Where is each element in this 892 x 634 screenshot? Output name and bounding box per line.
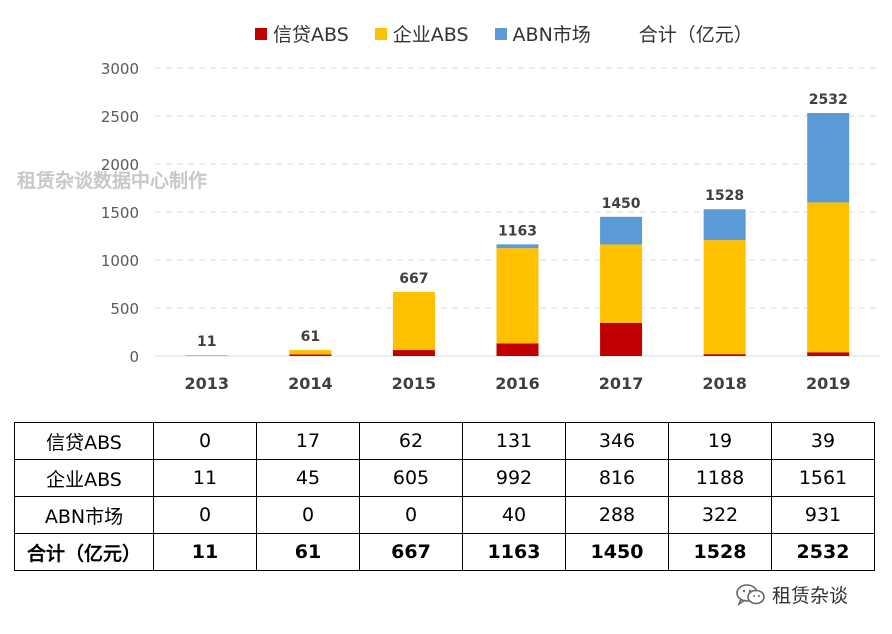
table-cell: 61 [256, 533, 360, 571]
bar-segment-credit-abs [600, 322, 643, 356]
table-cell: 1528 [668, 533, 772, 571]
bar-segment-corporate-abs [392, 291, 435, 351]
total-data-label: 11 [197, 334, 216, 350]
table-cell: 11 [153, 533, 257, 571]
table-row-header: 企业ABS [14, 459, 154, 497]
table-cell: 1188 [668, 459, 772, 497]
table-cell: 605 [359, 459, 463, 497]
table-cell: 288 [565, 496, 669, 534]
y-tick-label: 500 [110, 300, 139, 318]
table-cell: 667 [359, 533, 463, 571]
table-cell: 322 [668, 496, 772, 534]
table-row: 企业ABS 11 45 605 992 816 1188 1561 [14, 459, 875, 497]
y-tick-label: 2000 [101, 156, 139, 174]
chart-legend: 信贷ABS 企业ABS ABN市场 合计（亿元） [255, 20, 753, 47]
table-cell: 0 [359, 496, 463, 534]
legend-swatch-abn [494, 27, 507, 40]
stacked-bar-chart: 0 500 1000 1500 2000 2500 3000 11 2013 61 2014 667 2… [101, 60, 880, 393]
bar-segment-abn [600, 216, 643, 245]
bar-segment-credit-abs [496, 343, 539, 356]
bar-segment-corporate-abs [496, 248, 539, 344]
bar-segment-corporate-abs [289, 350, 332, 355]
table-cell: 0 [153, 496, 257, 534]
table-cell: 1561 [771, 459, 875, 497]
table-cell: 931 [771, 496, 875, 534]
table-cell: 2532 [771, 533, 875, 571]
bar-segment-corporate-abs [600, 244, 643, 323]
legend-total-label: 合计（亿元） [638, 24, 753, 46]
y-tick-label: 1000 [101, 252, 139, 270]
bar-segment-corporate-abs [703, 240, 746, 355]
table-cell: 0 [256, 496, 360, 534]
bar-segment-abn [496, 244, 539, 249]
table-cell: 62 [359, 422, 463, 460]
table-cell: 40 [462, 496, 566, 534]
table-row-header: ABN市场 [14, 496, 154, 534]
table-cell: 346 [565, 422, 669, 460]
total-data-label: 1163 [498, 223, 537, 239]
table-cell: 45 [256, 459, 360, 497]
table-cell: 992 [462, 459, 566, 497]
bar-segment-abn [807, 113, 850, 203]
x-tick-label: 2017 [599, 374, 644, 393]
table-cell: 1450 [565, 533, 669, 571]
bar-segment-credit-abs [289, 354, 332, 356]
bar-segment-corporate-abs [807, 202, 850, 353]
table-cell: 11 [153, 459, 257, 497]
legend-item-corporate-abs: 企业ABS [374, 20, 469, 47]
table-row: ABN市场 0 0 0 40 288 322 931 [14, 496, 875, 534]
x-tick-label: 2015 [392, 374, 437, 393]
table-cell: 1163 [462, 533, 566, 571]
table-row-header: 信贷ABS [14, 422, 154, 460]
total-data-label: 61 [301, 329, 320, 345]
table-cell: 131 [462, 422, 566, 460]
x-tick-label: 2018 [702, 374, 747, 393]
legend-label-abn: ABN市场 [512, 24, 591, 46]
x-tick-label: 2019 [806, 374, 851, 393]
total-data-label: 1528 [705, 188, 744, 204]
bar-segment-credit-abs [703, 354, 746, 356]
brand-text: 租赁杂谈 [772, 585, 849, 607]
y-tick-label: 1500 [101, 204, 139, 222]
total-data-label: 2532 [809, 92, 848, 108]
wechat-icon [736, 583, 765, 606]
legend-item-credit-abs: 信贷ABS [255, 20, 349, 47]
table-cell: 39 [771, 422, 875, 460]
legend-swatch-corporate-abs [374, 27, 387, 40]
brand-badge: 租赁杂谈 [736, 581, 848, 608]
x-tick-label: 2016 [495, 374, 540, 393]
data-table: 信贷ABS 0 17 62 131 346 19 39 企业ABS 11 45 605 992 816 11… [14, 422, 875, 571]
table-cell: 0 [153, 422, 257, 460]
legend-swatch-credit-abs [255, 27, 267, 40]
bar-segment-abn [703, 209, 746, 241]
x-tick-label: 2013 [185, 374, 230, 393]
table-row: 合计（亿元） 11 61 667 1163 1450 1528 2532 [14, 533, 875, 571]
legend-label-corporate-abs: 企业ABS [392, 24, 469, 46]
table-cell: 19 [668, 422, 772, 460]
table-row: 信贷ABS 0 17 62 131 346 19 39 [14, 422, 875, 460]
y-tick-label: 2500 [101, 108, 139, 126]
bar-segment-corporate-abs [185, 354, 228, 356]
x-tick-label: 2014 [288, 374, 333, 393]
y-tick-label: 0 [129, 348, 139, 366]
bar-segment-credit-abs [392, 350, 435, 356]
total-data-label: 1450 [602, 196, 641, 212]
table-cell: 816 [565, 459, 669, 497]
legend-label-credit-abs: 信贷ABS [273, 24, 349, 46]
legend-item-abn: ABN市场 [494, 20, 591, 47]
watermark-text: 租赁杂谈数据中心制作 [17, 170, 208, 192]
total-data-label: 667 [399, 271, 428, 287]
table-row-header: 合计（亿元） [14, 533, 154, 571]
table-cell: 17 [256, 422, 360, 460]
bar-segment-credit-abs [807, 352, 850, 356]
y-tick-label: 3000 [101, 60, 139, 78]
